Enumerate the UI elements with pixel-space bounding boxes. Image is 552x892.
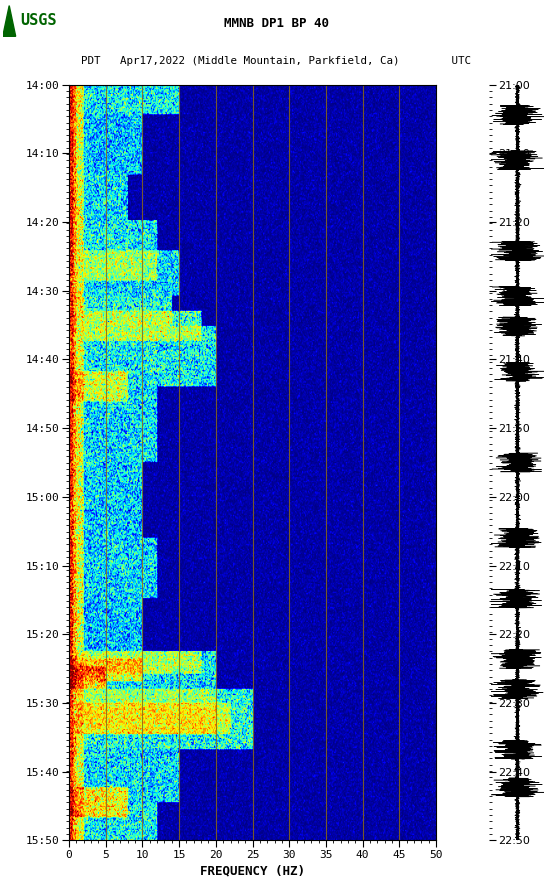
X-axis label: FREQUENCY (HZ): FREQUENCY (HZ) [200, 864, 305, 877]
Polygon shape [3, 5, 15, 37]
Text: USGS: USGS [21, 13, 57, 29]
Text: PDT   Apr17,2022 (Middle Mountain, Parkfield, Ca)        UTC: PDT Apr17,2022 (Middle Mountain, Parkfie… [81, 56, 471, 66]
Text: MMNB DP1 BP 40: MMNB DP1 BP 40 [224, 17, 328, 30]
